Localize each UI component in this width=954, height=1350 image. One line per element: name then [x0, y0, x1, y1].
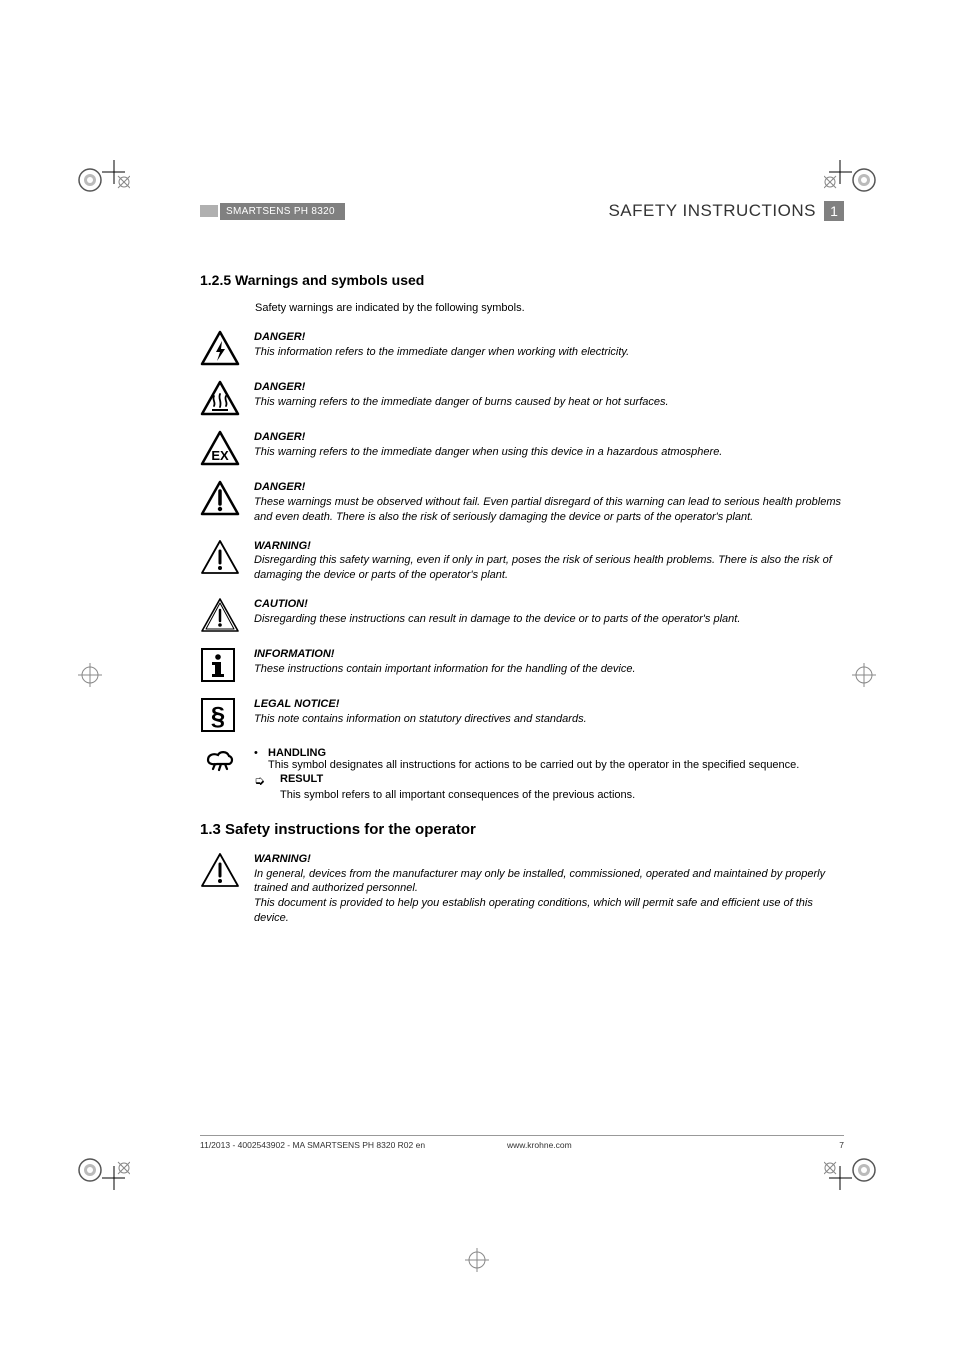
crop-mark-mr: [849, 660, 879, 690]
handling-text: This symbol designates all instructions …: [254, 759, 844, 771]
crop-mark-ml: [75, 660, 105, 690]
box-para-icon: §: [200, 697, 240, 733]
crop-mark-bottom: [462, 1245, 492, 1275]
note-block: CAUTION! Disregarding these instructions…: [200, 597, 844, 633]
section-heading-2: 1.3 Safety instructions for the operator: [200, 821, 844, 838]
note-block: INFORMATION! These instructions contain …: [200, 647, 844, 683]
operator-warning-block: WARNING! In general, devices from the ma…: [200, 852, 844, 926]
header-accent-bar: [200, 205, 218, 217]
tri-heat-icon: [200, 380, 240, 416]
tri-bolt-icon: [200, 330, 240, 366]
note-text: Disregarding this safety warning, even i…: [254, 553, 844, 583]
note-heading: INFORMATION!: [254, 647, 844, 662]
note-block: DANGER! These warnings must be observed …: [200, 480, 844, 525]
tri-excl-thin-icon: [200, 539, 240, 575]
handling-label: HANDLING: [268, 747, 326, 759]
note-block: DANGER! This warning refers to the immed…: [200, 380, 844, 416]
note-text: Disregarding these instructions can resu…: [254, 612, 844, 627]
note-text: This note contains information on statut…: [254, 712, 844, 727]
page-header: SMARTSENS PH 8320 SAFETY INSTRUCTIONS 1: [200, 200, 844, 222]
note-heading: WARNING!: [254, 539, 844, 554]
tri-ex-icon: EX: [200, 430, 240, 466]
note-block: EX DANGER! This warning refers to the im…: [200, 430, 844, 466]
crop-mark-bl: [70, 1140, 130, 1200]
warning-triangle-icon: [200, 852, 240, 888]
note-text: In general, devices from the manufacture…: [254, 867, 844, 926]
bullet: •: [254, 747, 268, 759]
note-heading: LEGAL NOTICE!: [254, 697, 844, 712]
box-info-icon: [200, 647, 240, 683]
tri-excl-icon: [200, 480, 240, 516]
note-text: This information refers to the immediate…: [254, 345, 844, 360]
svg-text:§: §: [211, 701, 225, 731]
note-heading: DANGER!: [254, 330, 844, 345]
tri-excl-lined-icon: [200, 597, 240, 633]
result-text: This symbol refers to all important cons…: [254, 789, 844, 801]
footer-doc-id: 11/2013 - 4002543902 - MA SMARTSENS PH 8…: [200, 1140, 507, 1150]
note-text: These warnings must be observed without …: [254, 495, 844, 525]
result-label: RESULT: [280, 773, 323, 789]
note-text: These instructions contain important inf…: [254, 662, 844, 677]
page-title: SAFETY INSTRUCTIONS: [608, 201, 816, 221]
crop-mark-tl: [70, 150, 130, 210]
note-heading: WARNING!: [254, 852, 844, 867]
footer-url: www.krohne.com: [507, 1140, 814, 1150]
hand-icon: [200, 747, 240, 777]
product-name: SMARTSENS PH 8320: [220, 203, 345, 220]
note-heading: DANGER!: [254, 380, 844, 395]
note-text: This warning refers to the immediate dan…: [254, 395, 844, 410]
note-text: This warning refers to the immediate dan…: [254, 445, 844, 460]
note-block: DANGER! This information refers to the i…: [200, 330, 844, 366]
note-heading: CAUTION!: [254, 597, 844, 612]
svg-text:EX: EX: [211, 448, 229, 463]
handling-block: • HANDLING This symbol designates all in…: [200, 747, 844, 801]
note-block: § LEGAL NOTICE! This note contains infor…: [200, 697, 844, 733]
note-block: WARNING! Disregarding this safety warnin…: [200, 539, 844, 584]
intro-text: Safety warnings are indicated by the fol…: [255, 302, 844, 314]
chapter-number: 1: [824, 201, 844, 221]
note-heading: DANGER!: [254, 480, 844, 495]
note-heading: DANGER!: [254, 430, 844, 445]
page-footer: 11/2013 - 4002543902 - MA SMARTSENS PH 8…: [200, 1135, 844, 1150]
section-heading: 1.2.5 Warnings and symbols used: [200, 272, 844, 288]
footer-page-number: 7: [814, 1140, 844, 1150]
result-arrow-icon: ➭: [254, 773, 280, 789]
